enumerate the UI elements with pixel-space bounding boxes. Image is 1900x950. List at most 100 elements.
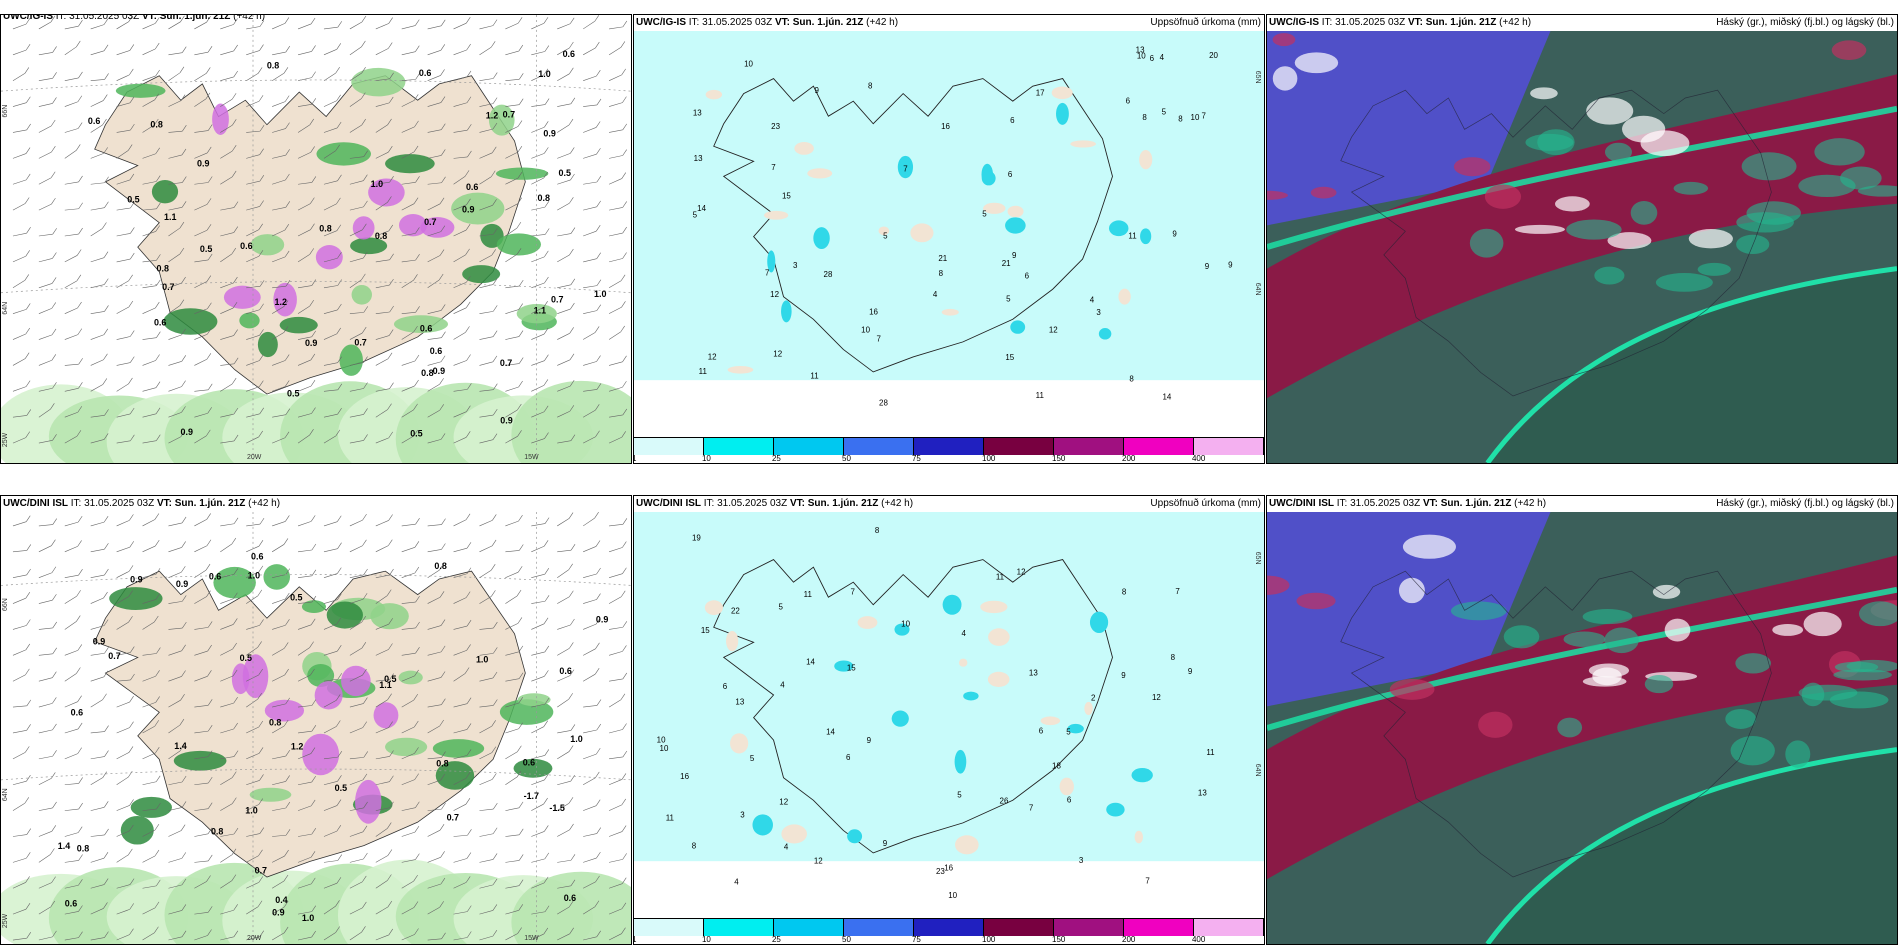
wind-barb (181, 644, 186, 651)
wind-barb (440, 96, 446, 103)
wind-barb (130, 356, 135, 363)
axis-label: 64N (2, 302, 9, 315)
wind-barb (337, 673, 343, 680)
wind-barb (297, 203, 311, 211)
wind-barb (272, 598, 286, 604)
wind-barb (375, 409, 388, 418)
wind-barb (336, 617, 342, 625)
wind-barb (479, 103, 494, 107)
wind-barb (361, 15, 367, 23)
wind-barb (544, 697, 550, 705)
wind-barb (283, 874, 289, 882)
cloud-shade (1586, 97, 1634, 125)
dry-patch (727, 365, 754, 374)
wind-barb (464, 170, 470, 177)
wind-barb (389, 176, 394, 183)
wind-value-label: 0.9 (305, 338, 317, 348)
wind-barb (246, 882, 259, 889)
wind-barb (427, 102, 442, 107)
wind-barb (569, 353, 575, 360)
precip-value-label: 13 (735, 698, 744, 707)
low-cloud-shade (1537, 129, 1575, 156)
wind-value-label: 1.0 (570, 734, 582, 744)
precip-value-label: 23 (936, 867, 945, 876)
wind-barb (12, 674, 26, 682)
wind-barb (168, 361, 182, 366)
wind-barb (466, 619, 472, 627)
wind-barb (583, 410, 596, 418)
wind-barb (531, 600, 546, 604)
low-cloud-shade (1563, 631, 1606, 647)
wind-barb (543, 379, 549, 386)
wind-barb (323, 230, 337, 237)
wind-barb (311, 595, 317, 603)
wind-barb (363, 434, 368, 441)
wind-barb (90, 228, 103, 237)
wind-barb (323, 435, 337, 444)
wind-barb (156, 802, 161, 810)
wind-barb (231, 377, 237, 385)
precip-value-label: 13 (1029, 669, 1038, 678)
colorbar-label: 150 (1052, 935, 1066, 944)
wind-barb (130, 646, 135, 653)
wind-barb (155, 746, 160, 754)
low-cloud-shade (1469, 228, 1504, 258)
wind-barb (441, 123, 446, 130)
wind-barb (142, 829, 156, 837)
wind-value-label: 0.6 (466, 182, 478, 192)
wind-barb (311, 98, 317, 105)
wind-barb (76, 144, 81, 151)
wind-barb (323, 700, 337, 708)
precip-value-label: 10 (1137, 52, 1146, 61)
low-cloud-shade (1503, 625, 1540, 649)
wind-speed-shade (393, 315, 448, 333)
colorbar-label: 50 (842, 935, 851, 944)
wind-barb (310, 747, 316, 754)
wind-barb (582, 517, 595, 527)
wind-barb (168, 547, 182, 553)
wind-barb (375, 807, 390, 811)
wind-barb (168, 807, 183, 811)
wind-barb (622, 123, 628, 131)
dry-patch (730, 733, 749, 754)
wind-barb (103, 433, 109, 440)
wind-barb (298, 911, 312, 915)
wind-barb (284, 354, 290, 361)
wind-barb (375, 855, 389, 863)
wind-barb (323, 49, 337, 56)
wind-barb (493, 802, 498, 810)
wind-barb (179, 744, 185, 752)
dry-patch (987, 671, 1010, 687)
wind-barb (363, 801, 368, 809)
wind-barb (259, 200, 264, 207)
wind-barb (155, 775, 161, 782)
wind-barb (401, 25, 416, 30)
axis-label: 66N (2, 598, 9, 611)
wind-value-label: 0.8 (150, 120, 162, 130)
wind-barb (52, 723, 57, 731)
precip-value-label: 8 (868, 82, 873, 91)
wind-barb (349, 180, 364, 185)
axis-label: 20W (247, 935, 262, 942)
wind-value-label: 0.7 (108, 651, 120, 661)
wind-barb (103, 147, 108, 154)
wind-barb (168, 282, 182, 289)
precip-value-label: 5 (693, 211, 698, 220)
wind-barb (12, 102, 27, 107)
precip-shade (891, 710, 909, 727)
wind-barb (142, 573, 157, 578)
iceland-outline (1340, 570, 1772, 878)
wind-barb (505, 126, 519, 133)
wind-barb (128, 274, 133, 281)
wind-barb (128, 590, 133, 597)
wind-barb (323, 805, 338, 811)
wind-barb (479, 176, 492, 185)
wind-barb (427, 337, 442, 340)
wind-barb (246, 936, 260, 941)
wind-barb (362, 773, 368, 781)
wind-barb (272, 807, 286, 811)
wind-barb (583, 104, 598, 107)
precip-value-label: 10 (744, 60, 753, 69)
wind-barb (363, 150, 368, 157)
wind-barb (441, 751, 446, 758)
